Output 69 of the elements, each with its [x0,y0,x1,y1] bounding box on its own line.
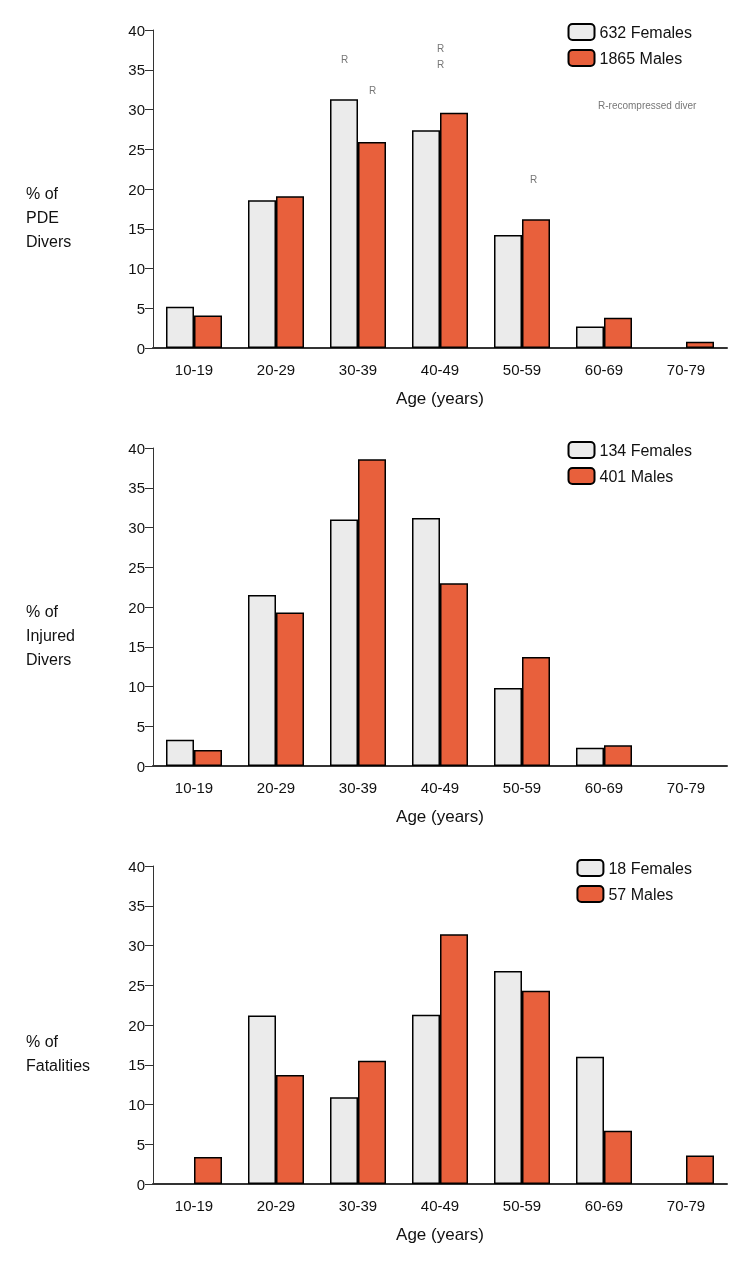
x-tick-label: 70-79 [666,361,706,378]
x-tick-label: 10-19 [174,1197,214,1214]
legend-label: 57 Males [608,885,674,903]
bar [686,1155,714,1184]
x-tick-label: 20-29 [256,1197,296,1214]
y-tick-label: 5 [136,717,145,735]
x-axis-title: Age (years) [396,389,484,408]
x-tick-label: 50-59 [502,361,542,378]
x-tick-label: 20-29 [256,361,296,378]
y-tick-label: 35 [128,479,145,497]
y-tick-label: 0 [136,1175,145,1193]
x-tick-label: 40-49 [420,1197,460,1214]
legend-label: 632 Females [599,23,693,41]
x-tick-label: 70-79 [666,779,706,796]
x-tick-label: 30-39 [338,779,378,796]
x-tick-label: 40-49 [420,779,460,796]
y-tick-label: 5 [136,1135,145,1153]
y-tick-label: 30 [128,937,145,954]
legend-label: 401 Males [599,467,674,485]
y-tick-label: 25 [128,976,145,994]
bar [194,1156,222,1184]
annotation: R [530,173,538,185]
y-tick-label: 30 [128,519,145,536]
bar [686,341,714,348]
x-tick-label: 10-19 [174,779,214,796]
y-tick-label: 40 [128,857,145,875]
y-tick-label: 5 [136,299,145,317]
y-tick-label: 10 [128,1096,145,1113]
y-tick-label: 0 [136,339,145,357]
y-tick-label: 20 [128,180,145,198]
x-tick-label: 40-49 [420,361,460,378]
legend-label: 1865 Males [599,49,683,67]
x-tick-label: 50-59 [502,779,542,796]
legend-label: 134 Females [599,441,693,459]
x-tick-label: 10-19 [174,361,214,378]
x-axis-title: Age (years) [396,1225,484,1244]
annotation: R [437,58,445,70]
x-tick-label: 60-69 [584,361,624,378]
y-tick-label: 35 [128,897,145,915]
x-tick-label: 50-59 [502,1197,542,1214]
y-tick-label: 15 [128,220,145,238]
legend-label: 18 Females [608,859,692,877]
y-tick-label: 15 [128,638,145,656]
x-tick-label: 30-39 [338,361,378,378]
annotation: R-recompressed diver [598,99,698,111]
y-axis-title: % of PDE Divers [26,184,72,250]
y-tick-label: 25 [128,140,145,158]
x-tick-label: 30-39 [338,1197,378,1214]
y-axis-title: % of Fatalities [26,1032,91,1074]
annotation: R [341,53,349,65]
annotation: R [437,42,445,54]
x-tick-label: 60-69 [584,779,624,796]
y-tick-label: 30 [128,101,145,118]
y-tick-label: 40 [128,21,145,39]
y-tick-label: 35 [128,61,145,79]
y-tick-label: 40 [128,439,145,457]
x-axis-title: Age (years) [396,807,484,826]
y-tick-label: 10 [128,260,145,277]
y-tick-label: 20 [128,598,145,616]
y-tick-label: 10 [128,678,145,695]
x-tick-label: 60-69 [584,1197,624,1214]
y-axis-title: % of Injured Divers [26,602,75,668]
x-tick-label: 20-29 [256,779,296,796]
y-tick-label: 25 [128,558,145,576]
y-tick-label: 15 [128,1056,145,1074]
annotation: R [369,84,377,96]
y-tick-label: 20 [128,1016,145,1034]
y-tick-label: 0 [136,757,145,775]
x-tick-label: 70-79 [666,1197,706,1214]
